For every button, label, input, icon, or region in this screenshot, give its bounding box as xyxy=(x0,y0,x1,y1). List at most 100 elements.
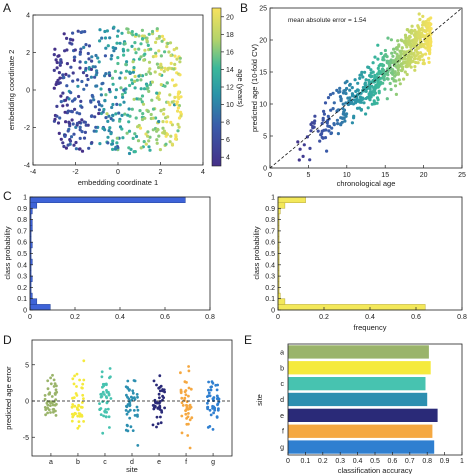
point-a xyxy=(147,32,151,36)
point-a xyxy=(134,134,139,139)
point-a xyxy=(176,129,180,133)
point-a xyxy=(73,107,77,111)
point-b xyxy=(332,101,336,105)
point-d xyxy=(107,415,111,419)
point-a xyxy=(121,95,125,99)
point-d xyxy=(180,396,184,400)
point-a xyxy=(55,104,59,108)
point-d xyxy=(76,414,80,418)
point-d xyxy=(211,381,215,385)
point-d xyxy=(46,411,49,415)
x-tick-label-d: a xyxy=(49,459,53,466)
point-a xyxy=(123,90,127,95)
point-a xyxy=(80,149,85,153)
point-a xyxy=(173,95,177,99)
point-b xyxy=(379,51,383,56)
point-b xyxy=(370,74,374,78)
x-tick-label-b: 10 xyxy=(343,172,351,179)
point-a xyxy=(99,93,103,97)
point-d xyxy=(131,389,135,393)
point-d xyxy=(185,407,189,410)
point-d xyxy=(49,376,52,380)
point-a xyxy=(101,110,105,114)
point-b xyxy=(418,51,423,55)
point-d xyxy=(179,391,183,395)
histogram-bar-c2 xyxy=(277,304,426,311)
point-a xyxy=(97,111,101,116)
point-b xyxy=(403,51,407,56)
point-a xyxy=(80,118,84,122)
histogram-bar-c2 xyxy=(277,202,286,209)
point-a xyxy=(111,82,115,86)
point-a xyxy=(163,131,167,135)
point-a xyxy=(115,141,119,145)
point-b xyxy=(386,36,390,40)
point-a xyxy=(116,61,120,66)
y-tick-label-d: 5 xyxy=(25,362,29,369)
point-a xyxy=(127,107,131,111)
point-b xyxy=(358,76,362,80)
point-a xyxy=(53,47,57,51)
point-d xyxy=(126,395,129,399)
point-a xyxy=(107,114,111,118)
point-d xyxy=(108,426,111,429)
point-a xyxy=(153,70,157,74)
point-b xyxy=(338,86,342,90)
point-a xyxy=(94,84,98,88)
point-a xyxy=(151,116,155,120)
point-a xyxy=(79,99,83,103)
point-a xyxy=(169,61,173,65)
point-a xyxy=(177,125,181,129)
point-d xyxy=(126,424,129,428)
point-b xyxy=(411,43,415,47)
y-axis-label-c2: class probability xyxy=(252,226,261,280)
point-a xyxy=(145,39,149,43)
point-d xyxy=(51,373,54,377)
point-b xyxy=(428,23,432,27)
point-b xyxy=(356,81,360,85)
point-a xyxy=(113,69,117,73)
point-d xyxy=(77,403,80,407)
point-d xyxy=(70,412,74,416)
point-d xyxy=(185,403,188,407)
point-a xyxy=(74,125,78,129)
point-d xyxy=(102,384,105,388)
bar-e xyxy=(288,424,433,438)
point-a xyxy=(150,29,155,34)
point-a xyxy=(96,56,100,60)
colorbar-ticks: 4 6 8 10 12 14 16 18 20 xyxy=(221,14,234,162)
point-b xyxy=(380,67,384,72)
point-b xyxy=(366,95,370,99)
point-d xyxy=(126,410,130,414)
point-a xyxy=(82,45,86,50)
point-a xyxy=(116,29,120,33)
point-d xyxy=(81,401,84,404)
point-b xyxy=(327,129,331,133)
ticks-b: 0 5 10 15 20 25 0 5 10 15 20 25 xyxy=(259,6,466,180)
point-a xyxy=(58,76,62,80)
point-d xyxy=(124,409,128,412)
point-b xyxy=(343,119,347,123)
point-d xyxy=(161,388,165,391)
point-a xyxy=(175,46,179,50)
point-d xyxy=(152,404,156,408)
point-d xyxy=(102,414,105,418)
point-b xyxy=(387,68,391,72)
point-d xyxy=(43,406,47,409)
y-tick-label-e: g xyxy=(280,445,284,452)
y-tick-label-a: 4 xyxy=(26,13,30,20)
point-b xyxy=(308,146,312,150)
point-a xyxy=(92,98,96,102)
point-a xyxy=(61,91,65,95)
point-a xyxy=(102,107,106,112)
point-b xyxy=(296,140,300,144)
panel-letter-d: D xyxy=(3,333,12,347)
point-a xyxy=(72,58,76,63)
point-a xyxy=(166,66,170,70)
point-a xyxy=(133,47,137,51)
point-b xyxy=(400,46,404,50)
point-a xyxy=(114,95,118,99)
point-a xyxy=(109,57,113,61)
point-b xyxy=(406,57,410,61)
point-b xyxy=(399,52,403,56)
